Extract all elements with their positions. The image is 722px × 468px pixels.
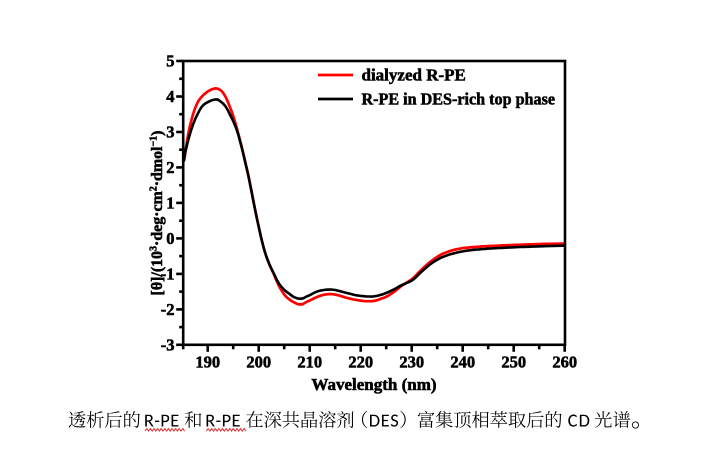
- svg-text:220: 220: [348, 353, 373, 372]
- svg-text:4: 4: [166, 87, 174, 106]
- svg-text:240: 240: [450, 353, 475, 372]
- svg-text:3: 3: [166, 123, 174, 142]
- svg-text:R-PE in DES-rich top phase: R-PE in DES-rich top phase: [362, 90, 556, 109]
- svg-text:2: 2: [166, 158, 174, 177]
- svg-text:-2: -2: [161, 300, 175, 319]
- svg-text:[θ]/(103·deg·cm2·dmol−1): [θ]/(103·deg·cm2·dmol−1): [149, 131, 167, 296]
- svg-text:230: 230: [399, 353, 424, 372]
- svg-text:dialyzed R-PE: dialyzed R-PE: [362, 66, 466, 85]
- svg-text:190: 190: [195, 353, 220, 372]
- svg-text:210: 210: [297, 353, 322, 372]
- svg-text:0: 0: [166, 229, 174, 248]
- svg-text:260: 260: [552, 353, 577, 372]
- svg-text:Wavelength (nm): Wavelength (nm): [311, 375, 436, 394]
- svg-text:5: 5: [166, 52, 174, 71]
- svg-text:200: 200: [246, 353, 271, 372]
- svg-text:1: 1: [166, 194, 174, 213]
- svg-text:-3: -3: [161, 335, 175, 354]
- svg-text:250: 250: [501, 353, 526, 372]
- svg-text:-1: -1: [161, 265, 175, 284]
